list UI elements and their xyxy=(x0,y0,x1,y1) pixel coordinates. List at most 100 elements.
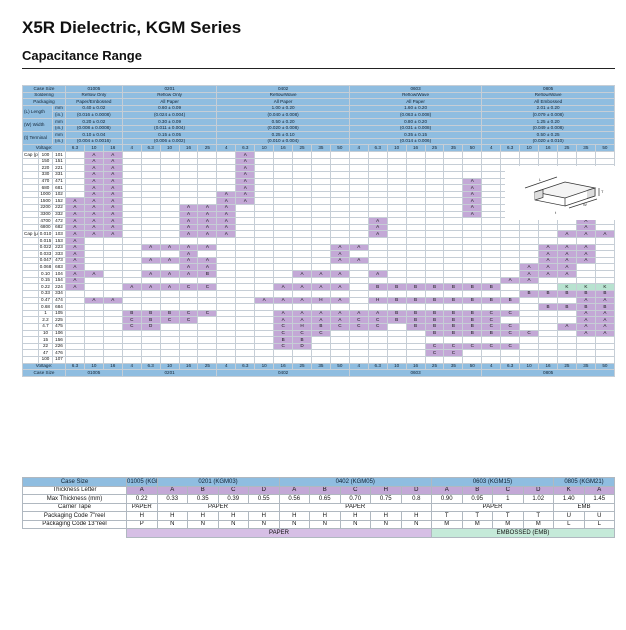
rating-cell xyxy=(273,263,294,272)
rating-cell xyxy=(500,356,521,364)
voltage-cell: 50 xyxy=(594,144,616,153)
rating-cell xyxy=(519,157,540,166)
rating-cell xyxy=(329,237,350,245)
rating-cell: A xyxy=(575,250,596,258)
rating-cell xyxy=(556,309,577,318)
rating-cell: A xyxy=(538,250,558,258)
rating-cell: A xyxy=(292,316,312,324)
rating-cell: A xyxy=(310,316,331,324)
rating-cell: A xyxy=(178,217,199,225)
rating-cell xyxy=(159,342,180,351)
rating-cell xyxy=(83,342,104,351)
bt-cell: 0.33 xyxy=(156,494,188,504)
rating-cell xyxy=(575,270,596,278)
rating-cell xyxy=(216,356,237,364)
rating-cell xyxy=(140,342,161,351)
rating-cell xyxy=(405,217,426,225)
rating-cell xyxy=(462,349,483,357)
rating-cell xyxy=(235,203,256,212)
rating-cell xyxy=(159,263,180,272)
rating-cell xyxy=(405,270,426,278)
rating-cell xyxy=(329,223,350,232)
rating-cell: A xyxy=(462,210,483,219)
rating-cell xyxy=(367,250,388,258)
rating-cell xyxy=(481,289,502,298)
voltage-cell: 10 xyxy=(254,144,275,153)
dim-l-label: L xyxy=(539,177,542,182)
rating-cell xyxy=(83,303,104,311)
rating-cell: A xyxy=(216,217,237,225)
cap-unit xyxy=(22,157,39,166)
cap-unit: Cap (μF) xyxy=(22,230,39,238)
rating-cell xyxy=(424,170,445,179)
rating-cell: A xyxy=(140,243,161,252)
rating-cell xyxy=(235,289,256,298)
rating-cell xyxy=(348,203,369,212)
rating-cell xyxy=(216,157,237,166)
rating-cell: A xyxy=(178,256,199,265)
rating-cell: A xyxy=(83,203,104,212)
unit-in: (in.) xyxy=(52,111,66,120)
rating-cell: A xyxy=(102,170,123,179)
rating-cell: A xyxy=(329,256,350,265)
bt-pkg7-row: Packaging Code 7"reel H H H H H H H H H H T T T T U U xyxy=(22,511,615,521)
cap-row: 0.22 224 A A A A C C A A A A B B B B B B B K K K xyxy=(22,283,616,291)
rating-cell xyxy=(386,322,407,331)
rating-cell xyxy=(292,356,312,364)
rating-cell xyxy=(254,210,275,219)
rating-cell xyxy=(83,237,104,245)
rating-cell: A xyxy=(575,256,596,265)
rating-cell xyxy=(367,263,388,272)
rating-cell xyxy=(556,349,577,357)
rating-cell: A xyxy=(83,296,104,305)
rating-cell xyxy=(348,237,369,245)
rating-cell xyxy=(159,184,180,192)
rating-cell xyxy=(83,336,104,344)
rating-cell xyxy=(121,303,142,311)
bt-footer-row: PAPER EMBOSSED (EMB) xyxy=(23,528,615,538)
cap-code: 105 xyxy=(52,309,66,318)
bt-cell: 0.65 xyxy=(309,494,341,504)
rating-cell xyxy=(121,203,142,212)
rating-cell: A xyxy=(197,203,218,212)
rating-cell xyxy=(481,223,502,232)
rating-cell: A xyxy=(575,230,596,238)
rating-cell xyxy=(481,250,502,258)
voltage-cell: 10 xyxy=(159,362,180,371)
case-cell: 0805 xyxy=(481,85,615,93)
rating-cell: A xyxy=(197,230,218,238)
rating-cell: A xyxy=(292,296,312,305)
rating-cell xyxy=(386,177,407,186)
rating-cell: A xyxy=(83,164,104,172)
rating-cell: A xyxy=(65,243,85,252)
rating-cell: A xyxy=(575,309,596,318)
rating-cell xyxy=(216,184,237,192)
dim-in: (0.049 ± 0.008) xyxy=(481,124,615,133)
rating-cell: B xyxy=(405,322,426,331)
dim-in: (0.011 ± 0.004) xyxy=(121,124,218,133)
rating-cell: A xyxy=(197,263,218,272)
rating-cell xyxy=(310,223,331,232)
dim-in: (0.079 ± 0.008) xyxy=(481,111,615,120)
rating-cell xyxy=(329,157,350,166)
rating-cell: C xyxy=(481,322,502,331)
rating-cell xyxy=(500,263,521,272)
case-cell: Reflow/Wave xyxy=(216,91,350,100)
rating-cell xyxy=(424,336,445,344)
voltage-cell: 16 xyxy=(102,362,123,371)
rating-cell xyxy=(178,170,199,179)
rating-cell xyxy=(443,263,464,272)
rating-cell xyxy=(273,289,294,298)
rating-cell xyxy=(538,329,558,338)
dim-in: (0.008 ± 0.0008) xyxy=(65,124,123,133)
rating-cell xyxy=(424,184,445,192)
rating-cell xyxy=(65,349,85,357)
cap-unit xyxy=(22,223,39,232)
page-subtitle: Capacitance Range xyxy=(22,48,142,63)
rating-cell xyxy=(65,342,85,351)
rating-cell xyxy=(254,309,275,318)
rating-cell: A xyxy=(348,243,369,252)
rating-cell xyxy=(575,237,596,245)
rating-cell xyxy=(500,316,521,324)
voltage-cell: 35 xyxy=(575,362,596,371)
